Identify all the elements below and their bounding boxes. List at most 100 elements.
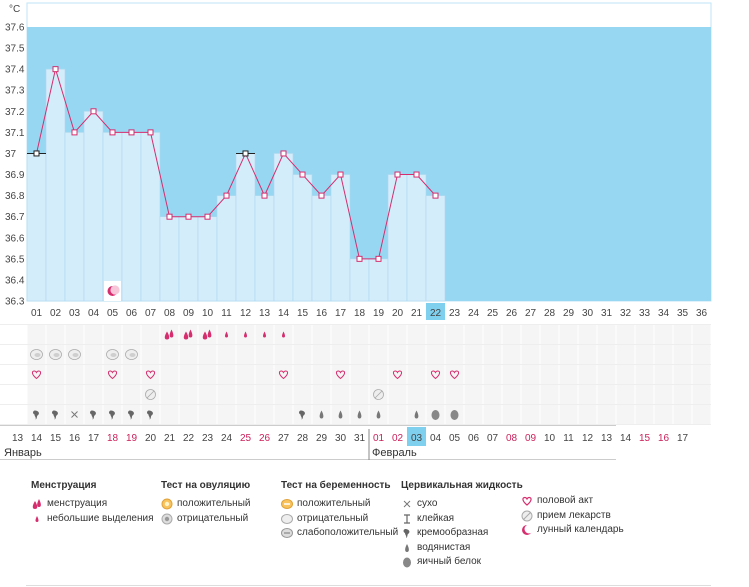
row-cell — [445, 325, 464, 344]
calendar-date-label: 06 — [468, 433, 480, 444]
row-cell — [654, 385, 673, 404]
row-cell — [236, 385, 255, 404]
pregnancy-weak-icon — [281, 527, 293, 539]
legend-item-label: лунный календарь — [537, 524, 624, 535]
cycle-day-label: 19 — [373, 308, 385, 319]
moon-icon — [521, 524, 533, 536]
row-cell — [578, 385, 597, 404]
row-cell — [103, 365, 122, 384]
creamy-icon — [90, 410, 96, 420]
temperature-bar — [387, 174, 408, 302]
row-cell — [407, 325, 426, 344]
row-cell — [274, 365, 293, 384]
row-cell — [502, 405, 521, 424]
cycle-day-label: 28 — [544, 308, 556, 319]
row-cell — [65, 385, 84, 404]
legend-item-label: небольшие выделения — [47, 512, 154, 524]
creamy-icon — [33, 410, 39, 420]
watery-icon — [357, 410, 362, 419]
row-cell — [217, 345, 236, 364]
row-cell — [293, 365, 312, 384]
row-cell — [141, 365, 160, 384]
row-cell — [255, 405, 274, 424]
row-cell — [179, 345, 198, 364]
watery-icon — [401, 542, 413, 554]
row-cell — [521, 385, 540, 404]
calendar-date-label: 27 — [278, 433, 290, 444]
legend-item-intercourse: половой акт — [521, 494, 624, 509]
watery-icon — [414, 410, 419, 419]
row-cell — [654, 345, 673, 364]
row-cell — [502, 385, 521, 404]
row-cell — [369, 365, 388, 384]
heart-icon — [145, 370, 156, 380]
row-cell — [521, 345, 540, 364]
row-cell — [217, 405, 236, 424]
y-tick-label: 36.9 — [5, 170, 25, 181]
row-cell — [464, 405, 483, 424]
watery-icon — [319, 410, 324, 419]
row-cell — [65, 325, 84, 344]
row-cell — [312, 385, 331, 404]
legend-item-label: кремообразная — [417, 527, 489, 538]
legend-item-label: слабоположительный — [297, 527, 399, 538]
row-cell — [198, 405, 217, 424]
small-icon — [225, 331, 228, 338]
temperature-bar — [45, 68, 66, 302]
calendar-date-label: 15 — [50, 433, 62, 444]
calendar-date-label: 24 — [221, 433, 233, 444]
row-cell — [369, 345, 388, 364]
legend-item-medication: прием лекарств — [521, 509, 624, 524]
calendar-date-label: 20 — [145, 433, 157, 444]
row-cell — [274, 385, 293, 404]
row-cell — [692, 345, 711, 364]
legend-item-label: прием лекарств — [537, 509, 611, 521]
heart-icon — [521, 495, 533, 507]
row-cell — [597, 365, 616, 384]
row-cell — [274, 345, 293, 364]
calendar-date-label: 15 — [639, 433, 651, 444]
row-cell — [597, 325, 616, 344]
row-cell — [673, 325, 692, 344]
legend-item-label: менструация — [47, 498, 108, 509]
temperature-point — [394, 171, 401, 178]
legend-item-label: половой акт — [537, 495, 594, 506]
eggwhite-icon — [401, 556, 413, 568]
temperature-point — [128, 129, 135, 136]
temperature-points — [27, 66, 439, 262]
row-cell — [673, 405, 692, 424]
creamy-icon — [128, 410, 134, 420]
row-cell — [236, 405, 255, 424]
row-cell — [445, 345, 464, 364]
row-cell — [445, 365, 464, 384]
legend-item-ovulation-positive: положительный — [161, 497, 250, 512]
row-cell — [46, 325, 65, 344]
row-cell — [84, 385, 103, 404]
row-cell — [635, 345, 654, 364]
calendar-date-label: 18 — [107, 433, 119, 444]
legend-item-pregnancy-positive: положительный — [281, 497, 398, 512]
row-cell — [236, 345, 255, 364]
temperature-point — [71, 129, 78, 136]
legend-item-label: положительный — [297, 498, 371, 509]
month-label: Январь — [4, 447, 42, 459]
temperature-point — [52, 66, 59, 73]
row-cell — [179, 405, 198, 424]
calendar-date-label: 13 — [12, 433, 24, 444]
y-tick-label: 37.6 — [5, 23, 25, 34]
row-cell — [540, 325, 559, 344]
cycle-day-label: 16 — [316, 308, 328, 319]
calendar-date-label: 16 — [658, 433, 670, 444]
row-cell — [597, 345, 616, 364]
y-tick-label: 36.8 — [5, 191, 25, 202]
moon-marker — [104, 281, 121, 301]
temperature-point — [375, 255, 382, 262]
temperature-point — [33, 150, 40, 157]
heart-icon — [278, 370, 289, 380]
small-icon — [244, 331, 247, 338]
temperature-bars — [26, 68, 446, 302]
temperature-bar — [159, 216, 180, 302]
row-cell — [388, 325, 407, 344]
cycle-day-label: 29 — [563, 308, 575, 319]
row-cell — [616, 365, 635, 384]
